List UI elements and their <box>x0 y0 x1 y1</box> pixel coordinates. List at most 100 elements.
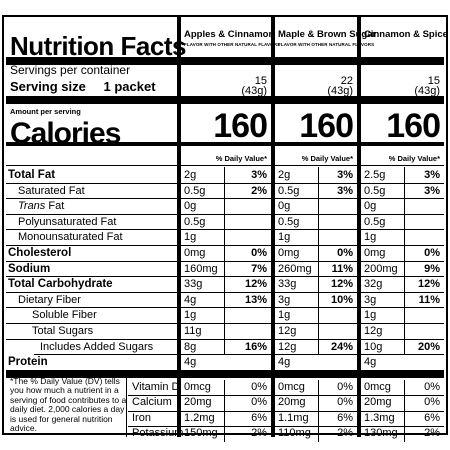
serving-weight: (43g) <box>414 85 440 97</box>
nutrient-amount: 260mg <box>278 262 312 275</box>
nutrient-daily-value: 20% <box>417 340 440 353</box>
cell-divider <box>224 410 225 427</box>
flavor-column-subtitle: FLAVOR WITH OTHER NATURAL FLAVORS <box>184 42 281 47</box>
cell-divider <box>224 395 225 411</box>
cell-divider <box>318 395 319 411</box>
vitamin-daily-value: 0% <box>424 380 440 393</box>
nutrient-label: Protein <box>8 356 48 369</box>
flavor-column-title: Cinnamon & Spice <box>364 29 448 40</box>
cell-divider <box>404 260 405 277</box>
daily-value-footnote: *The % Daily Value (DV) tells you how mu… <box>10 376 127 434</box>
title-rule <box>6 57 444 65</box>
cell-divider <box>318 245 319 261</box>
cell-divider <box>224 291 225 308</box>
nutrient-daily-value: 11% <box>418 293 440 306</box>
nutrient-amount: 1g <box>184 309 197 322</box>
nutrient-label-italic: Trans <box>18 200 46 213</box>
nutrient-amount: 0.5g <box>364 215 386 228</box>
column-divider <box>271 17 275 437</box>
nutrient-daily-value: 3% <box>337 169 353 181</box>
cell-divider <box>318 338 319 355</box>
serving-rule <box>6 96 444 104</box>
row-rule <box>6 307 444 309</box>
nutrient-daily-value: 12% <box>417 278 440 291</box>
flavor-column-title: Apples & Cinnamon <box>184 29 275 40</box>
cell-divider <box>404 213 405 230</box>
vitamin-daily-value: 0% <box>251 380 267 393</box>
vitamin-amount: 150mg <box>184 427 218 440</box>
nutrient-daily-value: 12% <box>330 278 353 291</box>
nutrient-amount: 12g <box>278 340 297 353</box>
cell-divider <box>318 307 319 323</box>
nutrient-amount: 2g <box>278 169 291 181</box>
cell-divider <box>404 276 405 292</box>
nutrient-label: Polyunsaturated Fat <box>18 215 117 228</box>
nutrient-daily-value: 0% <box>337 247 353 259</box>
nutrient-amount: 0.5g <box>184 215 206 228</box>
nutrient-amount: 3g <box>278 293 291 306</box>
column-divider <box>357 17 361 437</box>
cell-divider <box>224 213 225 230</box>
nutrition-facts-panel: Nutrition Facts Servings per container S… <box>2 15 448 442</box>
vitamin-daily-value: 6% <box>424 411 440 424</box>
servings-value: 15 <box>427 75 440 87</box>
vitamin-daily-value: 0% <box>251 396 267 409</box>
cell-divider <box>224 182 225 199</box>
cell-divider <box>224 260 225 277</box>
daily-value-header: % Daily Value* <box>215 154 267 163</box>
nutrient-amount: 32g <box>364 278 383 291</box>
nutrition-facts-title: Nutrition Facts <box>10 31 186 61</box>
nutrient-amount: 1g <box>278 309 291 322</box>
nutrient-amount: 8g <box>184 340 197 353</box>
nutrient-amount: 4g <box>184 293 197 306</box>
cell-divider <box>318 291 319 308</box>
nutrient-daily-value: 13% <box>244 293 267 306</box>
nutrient-amount: 160mg <box>184 262 218 275</box>
daily-value-header: % Daily Value* <box>301 154 353 163</box>
nutrient-amount: 10g <box>364 340 383 353</box>
vitamin-daily-value: 6% <box>251 411 267 424</box>
footnote-divider <box>126 377 127 437</box>
row-rule <box>6 291 444 293</box>
vitamin-daily-value: 2% <box>337 427 353 440</box>
cell-divider <box>224 338 225 355</box>
nutrient-daily-value: 12% <box>244 278 267 291</box>
servings-per-container-label: Servings per container <box>10 63 131 77</box>
nutrient-amount: 11g <box>184 325 202 337</box>
nutrient-label: Cholesterol <box>8 247 72 259</box>
cell-divider <box>224 245 225 261</box>
cell-divider <box>318 379 319 396</box>
cell-divider <box>404 379 405 396</box>
nutrient-amount: 33g <box>184 278 203 291</box>
nutrient-amount: 0mg <box>278 247 300 259</box>
row-rule <box>6 338 444 340</box>
cell-divider <box>404 426 405 442</box>
nutrient-amount: 2.5g <box>364 169 386 181</box>
nutrient-daily-value: 3% <box>251 169 267 181</box>
cell-divider <box>224 426 225 442</box>
nutrient-daily-value: 24% <box>330 340 353 353</box>
vitamin-daily-value: 0% <box>337 396 353 409</box>
nutrient-daily-value: 3% <box>337 184 353 197</box>
column-divider <box>177 17 181 437</box>
cell-divider <box>404 229 405 245</box>
nutrient-amount: 0g <box>184 200 197 213</box>
cell-divider <box>318 410 319 427</box>
vitamin-daily-value: 0% <box>337 380 353 393</box>
nutrient-daily-value: 11% <box>331 262 353 275</box>
nutrient-label: Monounsaturated Fat <box>18 231 123 244</box>
vitamin-amount: 1.2mg <box>184 411 215 424</box>
cell-divider <box>404 395 405 411</box>
cell-divider <box>404 323 405 339</box>
row-rule <box>6 260 444 262</box>
calories-value: 160 <box>213 107 268 145</box>
cell-divider <box>404 167 405 183</box>
vitamin-daily-value: 2% <box>251 427 267 440</box>
cell-divider <box>224 276 225 292</box>
cell-divider <box>318 426 319 442</box>
cell-divider <box>404 338 405 355</box>
serving-size-label: Serving size 1 packet <box>10 80 156 93</box>
row-rule <box>6 198 444 200</box>
nutrient-amount: 0.5g <box>364 184 386 197</box>
daily-value-header: % Daily Value* <box>388 154 440 163</box>
